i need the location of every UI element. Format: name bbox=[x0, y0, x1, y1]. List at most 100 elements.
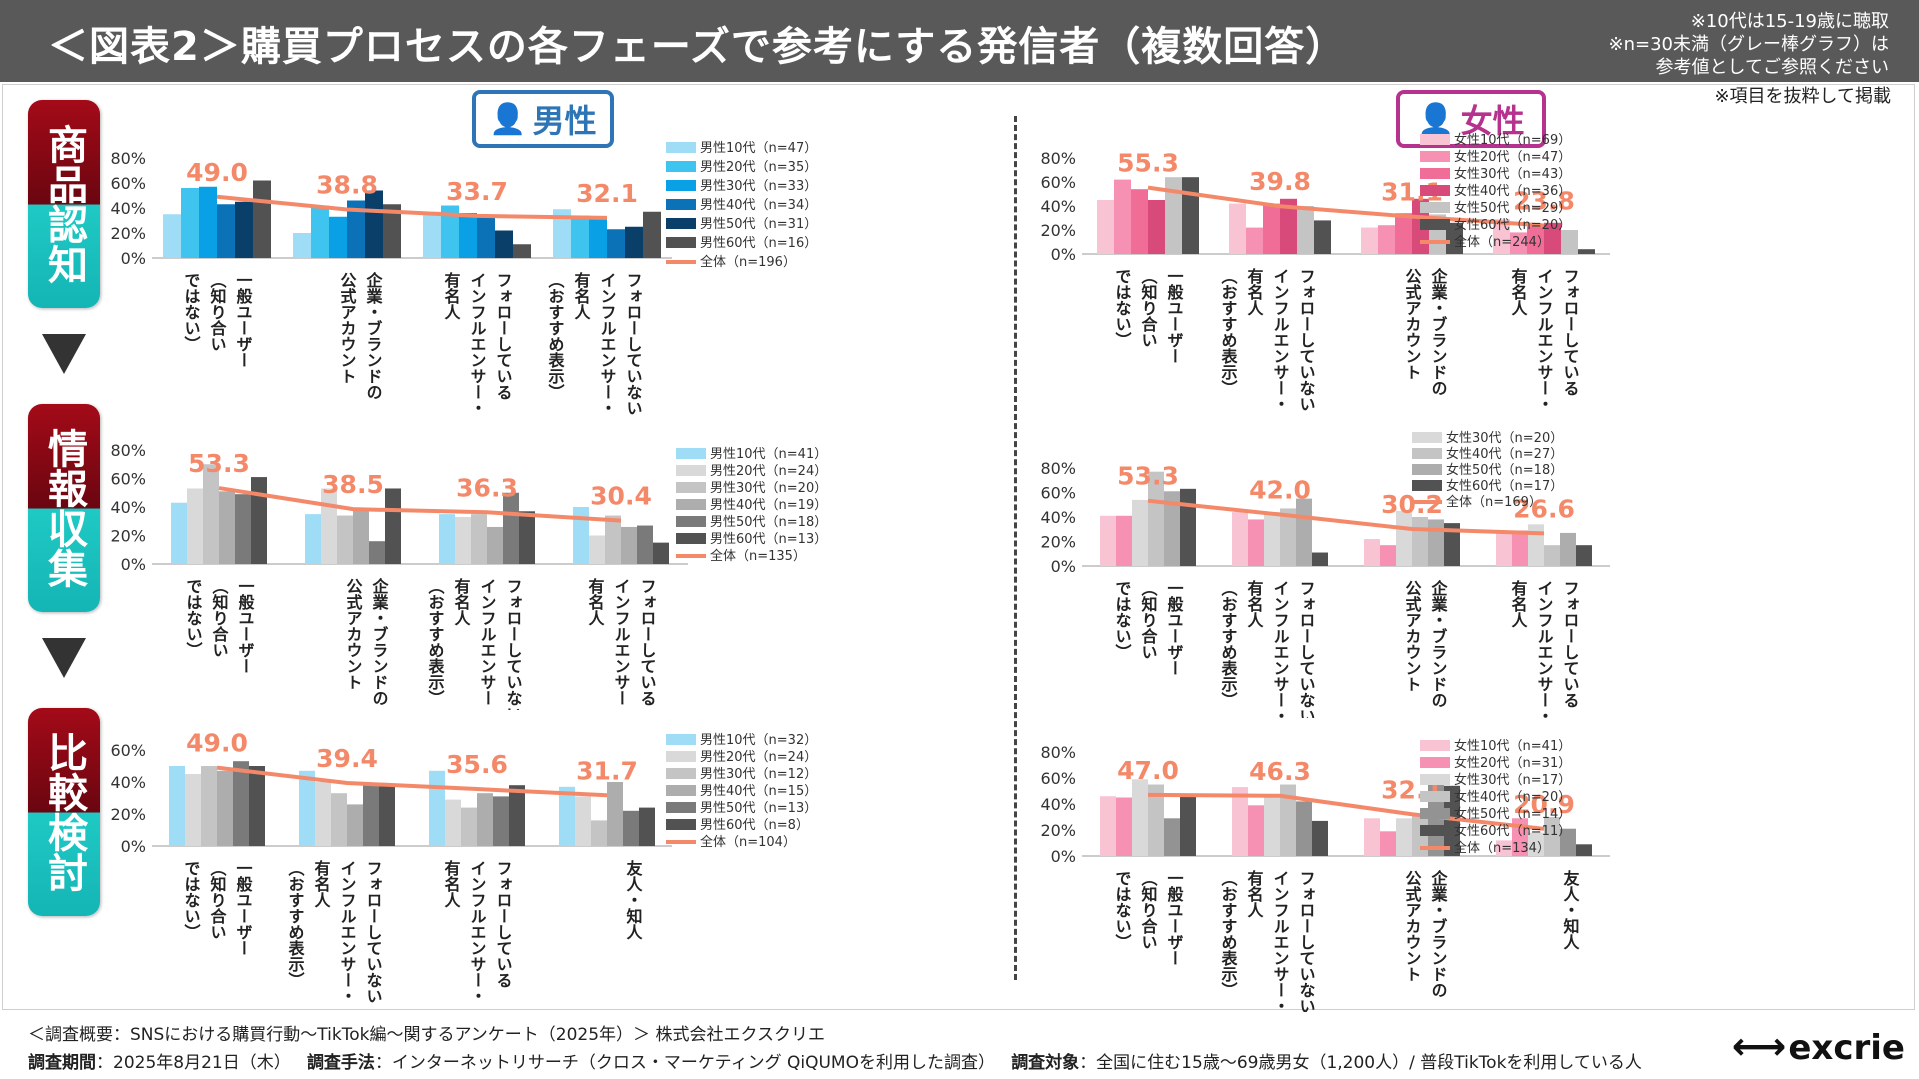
category-label: フォローしていない bbox=[1297, 870, 1316, 1012]
legend-label: 男性50代（n=31） bbox=[700, 217, 817, 232]
legend-label: 女性40代（n=27） bbox=[1446, 446, 1563, 462]
bar bbox=[1164, 491, 1180, 566]
bar bbox=[1512, 530, 1528, 566]
bar bbox=[219, 491, 235, 564]
category-label: （知り合い bbox=[210, 578, 229, 658]
category-label: 企業・ブランドの bbox=[1429, 869, 1449, 998]
legend: 男性10代（n=32） 男性20代（n=24） 男性30代（n=12） 男性40代（n… bbox=[666, 733, 817, 850]
bar bbox=[251, 477, 267, 564]
category-label: （おすすめ表示） bbox=[1219, 870, 1239, 998]
legend-swatch bbox=[676, 499, 706, 510]
category-label: インフルエンサー・ bbox=[1535, 580, 1554, 718]
legend-swatch bbox=[666, 199, 696, 210]
y-tick-label: 40% bbox=[110, 199, 146, 218]
category-label: フォローしている bbox=[638, 578, 657, 706]
legend-swatch bbox=[1420, 168, 1450, 179]
category-label: インフルエンサー・ bbox=[468, 272, 487, 416]
y-tick-label: 0% bbox=[121, 555, 146, 574]
bar bbox=[1232, 512, 1248, 566]
stage-label: 商品認知 bbox=[41, 124, 87, 284]
bar bbox=[1114, 179, 1131, 254]
legend-label: 女性50代（n=18） bbox=[1446, 462, 1563, 478]
legend-swatch bbox=[1420, 757, 1450, 768]
y-tick-label: 60% bbox=[1040, 173, 1076, 192]
bar bbox=[1100, 796, 1116, 856]
bar bbox=[163, 214, 181, 258]
total-line bbox=[1147, 498, 1545, 536]
legend-swatch bbox=[1412, 432, 1442, 443]
legend-swatch bbox=[676, 448, 706, 459]
total-value-label: 26.6 bbox=[1513, 494, 1575, 523]
category-label: ではない） bbox=[1113, 870, 1132, 950]
bar bbox=[1312, 552, 1328, 566]
y-tick-label: 60% bbox=[1040, 769, 1076, 788]
bar bbox=[1097, 200, 1114, 254]
bar bbox=[487, 526, 503, 564]
bar bbox=[235, 494, 251, 564]
bar bbox=[181, 188, 199, 258]
bar bbox=[379, 785, 395, 846]
bar bbox=[1544, 817, 1560, 856]
bar bbox=[1131, 189, 1148, 254]
bar bbox=[329, 216, 347, 258]
category-label: 有名人 bbox=[312, 859, 331, 908]
category-label: 公式アカウント bbox=[1403, 870, 1422, 982]
legend-swatch bbox=[1420, 740, 1450, 751]
male-person-icon: 👤 bbox=[489, 101, 527, 137]
category-label: 友人・知人 bbox=[1561, 869, 1580, 950]
bar bbox=[169, 766, 185, 846]
legend-label: 男性40代（n=19） bbox=[710, 498, 827, 513]
bar bbox=[591, 820, 607, 846]
total-value-label: 35.6 bbox=[446, 750, 508, 779]
legend-label: 女性20代（n=31） bbox=[1454, 755, 1571, 771]
category-label: インフルエンサー・ bbox=[612, 578, 631, 710]
bar bbox=[423, 211, 441, 258]
excrie-logo: ⟷excrie bbox=[1732, 1024, 1905, 1068]
legend-label: 男性20代（n=35） bbox=[700, 160, 817, 175]
bar bbox=[1264, 512, 1280, 566]
logo-text: excrie bbox=[1788, 1028, 1905, 1068]
legend-label: 全体（n=244） bbox=[1454, 234, 1550, 250]
bar bbox=[607, 782, 623, 846]
bar bbox=[1510, 232, 1527, 254]
bar bbox=[1296, 498, 1312, 566]
bar bbox=[1232, 787, 1248, 856]
category-label: （知り合い bbox=[1139, 870, 1158, 950]
total-value-label: 38.5 bbox=[322, 470, 384, 499]
bar bbox=[559, 786, 575, 846]
y-tick-label: 80% bbox=[1040, 459, 1076, 478]
bar bbox=[217, 770, 233, 846]
category-label: フォローしていない bbox=[1297, 580, 1316, 718]
bar bbox=[553, 209, 571, 258]
total-line bbox=[216, 765, 608, 798]
bar bbox=[519, 511, 535, 564]
survey-details: 調査期間：2025年8月21日（木） 調査手法：インターネットリサーチ（クロス・… bbox=[28, 1048, 1642, 1073]
total-line bbox=[1147, 792, 1545, 831]
y-tick-label: 60% bbox=[1040, 484, 1076, 503]
bar bbox=[347, 200, 365, 258]
category-label: （おすすめ表示） bbox=[1219, 268, 1239, 396]
target-label: 調査対象 bbox=[1011, 1053, 1080, 1073]
category-label: 有名人 bbox=[1245, 579, 1264, 628]
category-label: インフルエンサー・ bbox=[1271, 268, 1290, 412]
category-label: フォローしていない bbox=[624, 272, 643, 416]
bar bbox=[637, 525, 653, 564]
category-label: 一般ユーザー bbox=[1165, 870, 1184, 966]
bar bbox=[503, 492, 519, 564]
legend: 男性10代（n=41） 男性20代（n=24） 男性30代（n=20） 男性40代（n… bbox=[676, 447, 827, 564]
total-value-label: 36.3 bbox=[456, 473, 518, 502]
target-value: ：全国に住む15歳〜69歳男女（1,200人）/ 普段TikTokを利用している… bbox=[1079, 1053, 1642, 1073]
bar bbox=[201, 766, 217, 846]
bar bbox=[513, 244, 531, 258]
bar bbox=[235, 201, 253, 258]
bar bbox=[1280, 508, 1296, 566]
y-tick-label: 60% bbox=[110, 741, 146, 760]
legend-swatch bbox=[1420, 134, 1450, 145]
y-tick-label: 80% bbox=[110, 149, 146, 168]
bar bbox=[347, 804, 363, 846]
stage-label: 比較検討 bbox=[41, 732, 87, 892]
legend-label: 男性10代（n=41） bbox=[710, 447, 827, 462]
bar bbox=[1380, 545, 1396, 566]
category-label: 有名人 bbox=[1245, 869, 1264, 918]
